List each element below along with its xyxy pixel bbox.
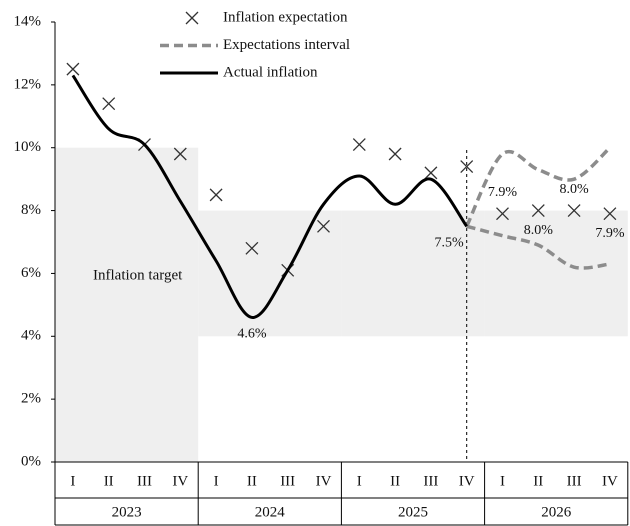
data-label: 7.9% [488, 185, 518, 200]
x-tick-label: IV [172, 473, 188, 489]
expectation-marker [173, 147, 187, 161]
legend-label: Expectations interval [223, 37, 350, 53]
y-tick-label: 8% [21, 202, 41, 218]
y-tick-label: 6% [21, 265, 41, 281]
expectation-marker [531, 204, 545, 218]
expectation-marker [317, 219, 330, 233]
x-tick-label: II [247, 473, 257, 489]
x-tick-label: III [137, 473, 152, 489]
target-band [55, 147, 199, 462]
x-tick-label: III [423, 473, 438, 489]
y-tick-label: 12% [14, 76, 42, 92]
legend-label: Inflation expectation [223, 9, 348, 25]
expectation-marker [102, 97, 116, 111]
x-tick-label: IV [316, 473, 332, 489]
data-label: 4.6% [237, 327, 267, 342]
expectation-marker [352, 138, 366, 152]
expectation-marker [209, 188, 223, 202]
x-tick-label: II [533, 473, 543, 489]
expectation-marker [496, 207, 509, 221]
y-tick-label: 2% [21, 391, 41, 407]
expectation-marker [567, 204, 581, 218]
expectation-marker [603, 207, 617, 221]
y-tick-label: 4% [21, 328, 41, 344]
data-label: 7.9% [595, 226, 625, 241]
year-label: 2024 [255, 504, 286, 520]
y-tick-label: 10% [14, 139, 42, 155]
target-band [341, 210, 485, 337]
year-label: 2026 [541, 504, 572, 520]
y-tick-label: 14% [14, 13, 42, 29]
x-tick-label: III [280, 473, 295, 489]
expectation-marker [245, 241, 259, 255]
interval-lower [466, 224, 611, 270]
target-band [484, 210, 628, 337]
expectation-marker [460, 160, 474, 174]
x-tick-label: II [104, 473, 114, 489]
x-tick-label: IV [459, 473, 475, 489]
interval-upper [465, 146, 612, 228]
year-label: 2025 [398, 504, 428, 520]
x-tick-label: III [567, 473, 582, 489]
legend-label: Actual inflation [223, 64, 318, 80]
actual-line [71, 74, 468, 319]
expectation-marker [388, 147, 402, 161]
x-tick-label: II [390, 473, 400, 489]
expectation-marker [66, 62, 80, 76]
x-tick-label: I [500, 473, 505, 489]
year-label: 2023 [112, 504, 142, 520]
data-label: 8.0% [560, 182, 590, 197]
x-tick-label: I [357, 473, 362, 489]
data-label: 8.0% [524, 223, 554, 238]
y-tick-label: 0% [21, 453, 41, 469]
target-label: Inflation target [93, 267, 183, 283]
x-tick-label: I [214, 473, 219, 489]
x-tick-label: I [70, 473, 75, 489]
data-label: 7.5% [435, 236, 465, 251]
legend-marker [185, 11, 199, 25]
expectation-marker [424, 166, 438, 180]
x-tick-label: IV [602, 473, 618, 489]
